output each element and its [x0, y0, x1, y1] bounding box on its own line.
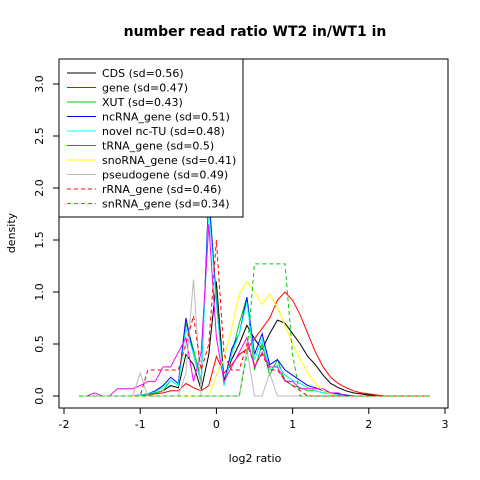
x-tick-label: 0 — [213, 418, 220, 431]
legend-label-9: snRNA_gene (sd=0.34) — [102, 198, 230, 211]
x-tick-label: 3 — [442, 418, 449, 431]
legend-label-0: CDS (sd=0.56) — [102, 67, 184, 80]
plot-lines — [79, 193, 430, 397]
legend-label-5: tRNA_gene (sd=0.5) — [102, 140, 214, 153]
legend-box — [58, 58, 244, 218]
chart-title: number read ratio WT2 in/WT1 in — [124, 24, 387, 40]
series-line-9 — [79, 263, 430, 397]
y-tick-label: 2.5 — [33, 127, 46, 145]
y-tick-label: 1.0 — [33, 283, 46, 301]
x-tick-label: 2 — [365, 418, 372, 431]
x-tick-label: 1 — [289, 418, 296, 431]
legend-label-1: gene (sd=0.47) — [102, 82, 188, 95]
y-tick-label: 3.0 — [33, 75, 46, 93]
legend-label-2: XUT (sd=0.43) — [102, 96, 183, 109]
legend-label-4: novel nc-TU (sd=0.48) — [102, 125, 225, 138]
legend-label-8: rRNA_gene (sd=0.46) — [102, 183, 221, 196]
legend-label-6: snoRNA_gene (sd=0.41) — [102, 154, 236, 167]
y-tick-label: 0.0 — [33, 387, 46, 405]
legend: CDS (sd=0.56) gene (sd=0.47)XUT (sd=0.43)… — [58, 58, 244, 218]
y-tick-label: 1.5 — [33, 231, 46, 249]
y-axis-label: density — [5, 212, 18, 253]
y-tick-label: 0.5 — [33, 335, 46, 353]
x-tick-label: -1 — [135, 418, 146, 431]
x-axis-label: log2 ratio — [229, 452, 282, 465]
x-tick-label: -2 — [59, 418, 70, 431]
x-axis: -2 -1 0 1 2 3 — [59, 407, 449, 431]
legend-label-3: ncRNA_gene (sd=0.51) — [102, 111, 230, 124]
legend-label-7: pseudogene (sd=0.49) — [102, 169, 228, 182]
y-tick-label: 2.0 — [33, 179, 46, 197]
y-axis: 0.0 0.5 1.0 1.5 2.0 2.5 3.0 — [33, 75, 60, 405]
